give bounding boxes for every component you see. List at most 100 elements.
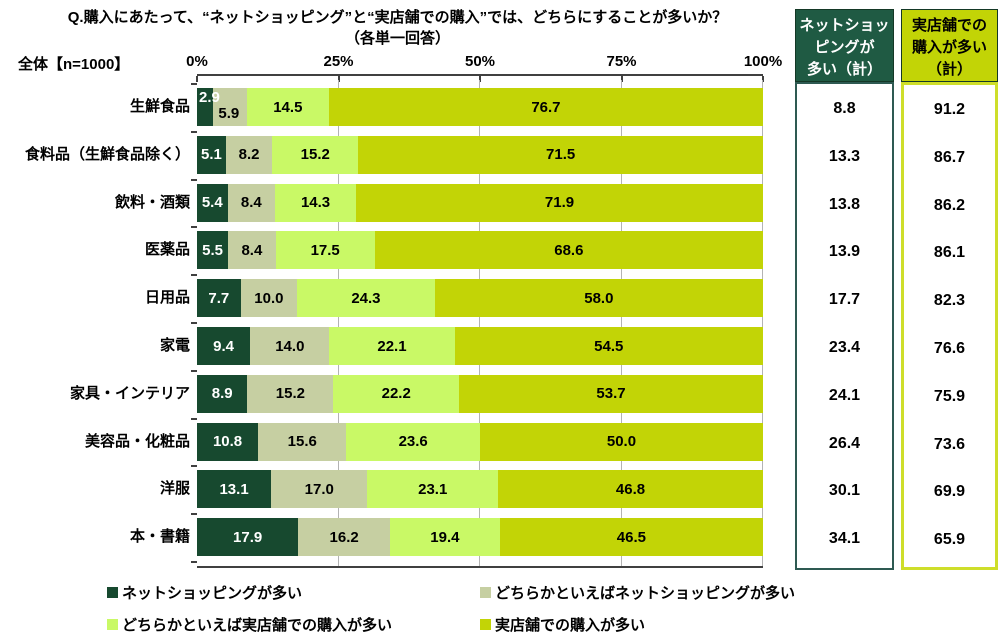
x-axis-bottom-line <box>197 566 763 568</box>
y-axis-tick-mark <box>191 130 197 133</box>
bar-segment: 5.5 <box>197 231 229 270</box>
x-axis-tick-label: 100% <box>743 53 783 70</box>
legend-item: どちらかといえばネットショッピングが多い <box>480 581 795 603</box>
summary-value: 76.6 <box>933 340 966 357</box>
legend-swatch <box>107 586 118 598</box>
legend-item: どちらかといえば実店舗での購入が多い <box>107 613 392 635</box>
bar-row: 8.9 15.2 22.2 53.7 <box>197 374 763 413</box>
bar-segment-value: 14.5 <box>273 98 303 116</box>
bar-segment-value: 5.1 <box>201 146 222 164</box>
bar-segment-value: 54.5 <box>594 337 624 355</box>
y-axis-tick-mark <box>191 226 197 229</box>
summary-value: 26.4 <box>828 434 861 452</box>
bar-segment: 16.2 <box>298 518 390 557</box>
y-axis-tick-mark <box>191 322 197 324</box>
summary-value: 30.1 <box>828 482 861 500</box>
category-label: 医薬品 <box>144 241 190 259</box>
bar-segment: 46.5 <box>499 518 763 557</box>
category-label: 本・書籍 <box>129 528 190 546</box>
y-axis-tick-mark <box>191 561 197 563</box>
summary-value: 69.9 <box>933 483 966 501</box>
bar-row: 14.5 76.7 2.9 5.9 <box>197 88 763 126</box>
y-axis-tick-mark <box>191 83 197 85</box>
summary-value: 86.2 <box>933 196 966 214</box>
bar-segment: 13.1 <box>197 470 272 509</box>
gridline <box>479 80 480 566</box>
bar-segment-value: 50.0 <box>606 433 637 451</box>
bar-segment-value: 13.1 <box>219 480 249 498</box>
bar-segment: 53.7 <box>459 374 763 413</box>
bar-segment <box>213 88 247 126</box>
category-label: 美容品・化粧品 <box>84 432 190 450</box>
bar-segment: 8.2 <box>225 135 273 174</box>
bar-segment: 15.6 <box>258 422 347 461</box>
bar-segment-value: 10.8 <box>212 433 243 451</box>
summary-header-store-total: 実店舗での 購入が多い （計） <box>901 9 998 82</box>
bar-segment-value: 71.9 <box>544 194 575 212</box>
summary-value: 34.1 <box>828 530 861 548</box>
summary-value: 8.8 <box>833 100 856 117</box>
legend-item: ネットショッピングが多い <box>107 581 302 603</box>
bar-segment: 71.5 <box>358 135 763 174</box>
bar-row: 9.4 14.0 22.1 54.5 <box>197 327 763 365</box>
bar-segment <box>197 88 214 126</box>
bar-segment: 8.4 <box>228 231 276 270</box>
bar-segment-value: 7.7 <box>208 289 230 307</box>
bar-segment-value: 58.0 <box>584 289 614 307</box>
category-label: 食料品（生鮮食品除く） <box>24 145 190 163</box>
bar-segment: 71.9 <box>356 183 763 222</box>
bar-segment: 17.0 <box>271 470 368 509</box>
bar-segment-value: 2.9 <box>199 89 220 106</box>
summary-value: 13.3 <box>828 147 861 165</box>
summary-value: 17.7 <box>828 291 861 309</box>
bar-segment: 23.6 <box>346 422 480 461</box>
x-axis-tick-mark <box>479 76 481 82</box>
bar-segment: 17.9 <box>197 518 299 557</box>
bar-segment-value: 22.2 <box>381 385 411 403</box>
legend-label: 実店舗での購入が多い <box>495 616 646 634</box>
summary-value: 24.1 <box>828 386 861 404</box>
bar-segment-value: 8.4 <box>240 194 262 212</box>
summary-value: 75.9 <box>933 387 966 405</box>
bar-segment-value: 46.5 <box>616 528 646 546</box>
bar-segment-value: 22.1 <box>377 337 407 355</box>
bar-segment-value: 17.5 <box>310 241 340 259</box>
category-label: 飲料・酒類 <box>114 193 190 211</box>
bar-segment-value: 53.7 <box>596 385 626 403</box>
summary-value: 65.9 <box>933 531 966 549</box>
x-axis-tick-label: 50% <box>464 53 496 70</box>
bar-row: 5.1 8.2 15.2 71.5 <box>197 135 763 174</box>
bar-row: 5.5 8.4 17.5 68.6 <box>197 231 763 270</box>
summary-value: 13.9 <box>828 243 861 261</box>
bar-row: 13.1 17.0 23.1 46.8 <box>197 470 763 509</box>
bar-segment-value: 23.1 <box>418 480 448 498</box>
chart-title: Q.購入にあたって、“ネットショッピング”と“実店舗での購入”では、どちらにする… <box>67 9 728 26</box>
bar-segment: 50.0 <box>479 422 763 461</box>
bar-segment: 8.4 <box>227 183 276 222</box>
bar-segment-value: 9.4 <box>213 337 235 355</box>
bar-segment-value: 76.7 <box>531 98 561 116</box>
legend-label: ネットショッピングが多い <box>122 584 303 602</box>
bar-segment-value: 17.0 <box>304 480 334 498</box>
bar-row: 10.8 15.6 23.6 50.0 <box>197 422 763 461</box>
gridline <box>762 80 763 566</box>
legend-item: 実店舗での購入が多い <box>480 613 645 635</box>
summary-value: 23.4 <box>828 339 861 356</box>
bar-segment-value: 5.5 <box>202 241 223 259</box>
x-axis-tick-mark <box>620 76 623 82</box>
bar-segment-value: 17.9 <box>233 528 263 546</box>
bar-segment: 7.7 <box>197 279 241 318</box>
y-axis-tick-mark <box>191 369 197 372</box>
y-axis-tick-mark <box>191 465 197 468</box>
x-axis-tick-mark <box>196 76 198 82</box>
x-axis-tick-mark <box>762 76 764 82</box>
bar-segment: 14.0 <box>250 327 330 365</box>
x-axis-tick-label: 25% <box>323 53 354 70</box>
legend-label: どちらかといえばネットショッピングが多い <box>495 584 796 602</box>
y-axis-tick-mark <box>191 513 197 516</box>
bar-segment: 17.5 <box>275 231 375 270</box>
bar-segment-value: 71.5 <box>546 146 576 164</box>
summary-header-net-total: ネットショッ ピングが 多い（計） <box>795 9 894 82</box>
bar-segment-value: 15.2 <box>275 385 305 403</box>
